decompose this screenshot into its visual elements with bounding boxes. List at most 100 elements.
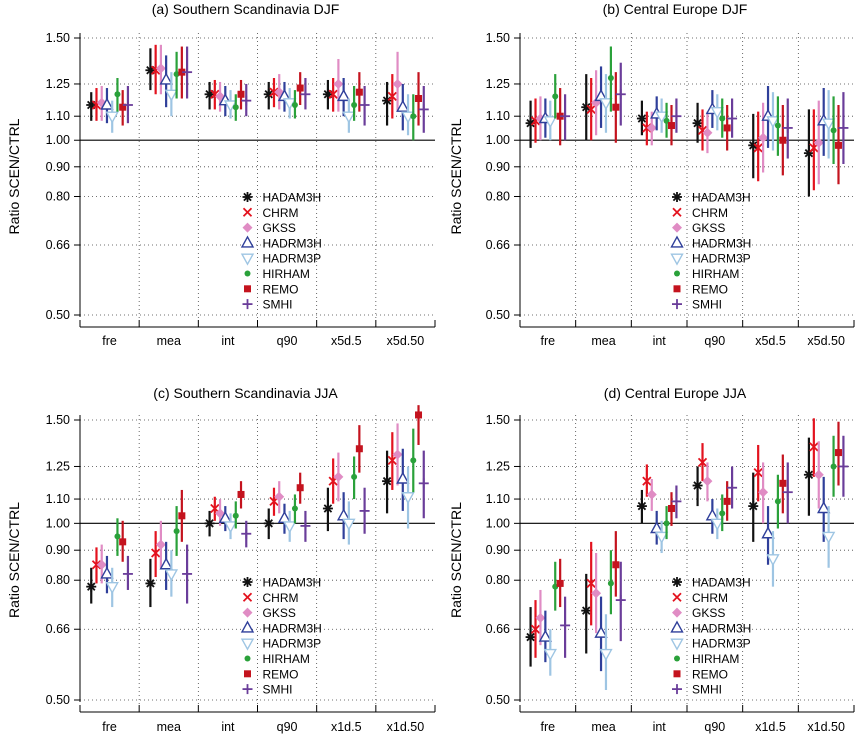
marker-shape [830, 463, 837, 470]
legend-label: HADRM3P [263, 252, 322, 266]
marker-shape [646, 489, 657, 500]
data-point [382, 476, 393, 487]
data-point [241, 528, 252, 539]
marker-shape [821, 531, 836, 544]
data-point [269, 87, 279, 97]
chart-panel-4: (d) Central Europe JJA 0.50 0.66 0.80 0.90 1.… [448, 385, 855, 734]
data-point [91, 560, 102, 570]
data-point [342, 111, 356, 124]
marker-shape [779, 479, 787, 487]
y-tick-label: 1.10 [46, 109, 70, 123]
legend-item: CHRM [672, 591, 728, 605]
legend-item: HADRM3H [670, 620, 751, 635]
data-point [692, 480, 703, 491]
data-point [237, 490, 245, 498]
legend-item: REMO [244, 282, 299, 296]
data-point [283, 521, 297, 534]
y-tick-label: 1.10 [486, 492, 510, 506]
data-point [697, 457, 708, 468]
marker-stroke [323, 504, 333, 513]
y-tick-label: 1.00 [486, 133, 510, 147]
data-point [86, 581, 97, 592]
marker-shape [607, 74, 614, 81]
data-point [830, 463, 837, 470]
y-tick-label: 0.66 [486, 238, 510, 252]
marker-stroke [749, 501, 758, 511]
data-point [296, 484, 304, 492]
x-tick-label: q90 [277, 720, 298, 734]
data-point [410, 457, 417, 464]
marker-shape [667, 122, 675, 130]
marker-shape [114, 91, 121, 98]
data-point [615, 89, 626, 100]
marker-shape [673, 285, 681, 293]
legend-label: CHRM [692, 206, 728, 220]
data-point [401, 492, 415, 505]
marker-stroke [672, 192, 682, 202]
marker-shape [396, 471, 410, 484]
chart-panel-2: (b) Central Europe DJF 0.50 0.66 0.80 0.90 1.… [448, 1, 855, 348]
marker-stroke [526, 118, 535, 128]
marker-shape [821, 118, 836, 131]
legend-label: CHRM [263, 591, 299, 605]
marker-shape [159, 72, 173, 85]
marker-shape [670, 638, 684, 651]
data-point [173, 71, 180, 78]
data-point [586, 578, 596, 589]
legend-label: GKSS [263, 221, 296, 235]
data-point [782, 122, 793, 133]
y-tick-label: 1.10 [46, 492, 70, 506]
y-tick-label: 1.50 [486, 413, 510, 427]
data-point [145, 65, 156, 76]
data-point [591, 588, 602, 599]
data-point [543, 116, 557, 129]
legend-item: REMO [244, 667, 299, 681]
marker-stroke [91, 560, 102, 570]
y-axis-label: Ratio SCEN/CTRL [6, 502, 22, 618]
data-point [530, 624, 541, 634]
data-point [119, 538, 127, 546]
data-point [232, 104, 239, 111]
data-point [821, 531, 836, 544]
marker-shape [336, 88, 351, 102]
x-tick-label: x1d.50 [807, 720, 845, 734]
x-tick-label: x5d.5 [331, 334, 362, 348]
marker-shape [119, 538, 127, 546]
data-point [748, 501, 759, 512]
data-point [766, 554, 780, 567]
legend-label: HADRM3H [692, 236, 751, 250]
data-point [710, 518, 724, 531]
marker-shape [543, 116, 557, 129]
data-point [654, 111, 669, 124]
legend-item: SMHI [672, 298, 722, 312]
marker-shape [719, 115, 726, 122]
marker-shape [710, 518, 724, 531]
data-point [636, 113, 647, 124]
data-point [418, 104, 429, 115]
marker-stroke [697, 457, 708, 468]
data-point [204, 89, 215, 100]
y-tick-label: 0.50 [46, 308, 70, 322]
data-point [178, 512, 186, 520]
marker-shape [392, 449, 403, 460]
marker-shape [96, 559, 107, 570]
data-point [671, 111, 682, 122]
marker-shape [232, 512, 239, 519]
data-point [813, 137, 824, 148]
data-point [723, 497, 731, 505]
marker-shape [766, 116, 780, 129]
marker-shape [591, 588, 602, 599]
y-tick-label: 0.90 [486, 160, 510, 174]
y-tick-label: 1.25 [486, 77, 510, 91]
marker-shape [274, 491, 285, 502]
marker-stroke [672, 577, 682, 587]
marker-shape [594, 625, 608, 638]
data-point [396, 471, 410, 484]
legend-label: HADAM3H [263, 576, 322, 590]
y-tick-label: 0.80 [46, 573, 70, 587]
data-point [774, 122, 781, 129]
data-point [274, 491, 285, 502]
x-tick-label: mea [591, 720, 615, 734]
y-tick-label: 0.80 [486, 189, 510, 203]
marker-shape [599, 98, 613, 111]
